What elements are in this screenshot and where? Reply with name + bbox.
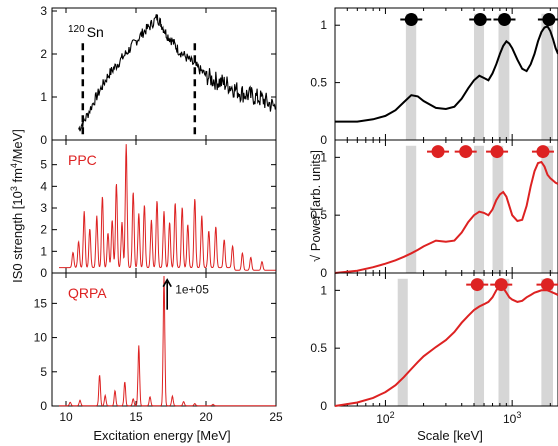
right-y-tick-label: 0.5 — [310, 76, 327, 90]
gray-band — [498, 278, 510, 406]
gray-band — [474, 145, 485, 273]
left-y-tick-label: 10 — [34, 331, 48, 345]
annotation-label: 1e+05 — [175, 283, 209, 297]
right-panel-frame — [334, 272, 558, 407]
right-y-tick-label: 0.5 — [310, 341, 327, 355]
right-x-tick-label: 102 — [376, 410, 394, 426]
left-y-tick-label: 2 — [40, 223, 47, 237]
left-y-tick-label: 5 — [40, 365, 47, 379]
left-y-tick-label: 15 — [34, 296, 48, 310]
left-y-tick-label: 4 — [40, 179, 47, 193]
left-y-tick-label: 0 — [40, 133, 47, 147]
right-y-tick-label: 0 — [320, 133, 327, 147]
right-y-axis-label: √ Power [arb. units] — [308, 150, 323, 262]
ppc-strength-line — [59, 144, 276, 271]
scale-dot — [470, 278, 484, 292]
right-x-axis-label: Scale [keV] — [417, 428, 483, 443]
scale-dot — [459, 145, 473, 159]
right-y-tick-label: 1 — [320, 150, 327, 164]
left-chart-column: 0 1 2 3 0 1 2 3 4 5 0 5 10 15 1e+05 10 15 20 25 — [34, 4, 283, 424]
left-x-tick-label: 10 — [59, 410, 73, 424]
gray-band — [498, 13, 510, 141]
right-chart-column: 0 0.5 1 0 0.5 1 0 0.5 1 102 103 — [310, 7, 558, 426]
panel-label-qrpa: QRPA — [68, 285, 107, 301]
left-x-tick-label: 20 — [199, 410, 213, 424]
sn-data-line — [78, 14, 276, 132]
panel-label-sn: 120 Sn — [68, 24, 104, 41]
right-y-tick-label: 0 — [320, 266, 327, 280]
left-y-tick-label: 1 — [40, 244, 47, 258]
right-y-tick-label: 0.5 — [310, 208, 327, 222]
scale-dot — [536, 145, 550, 159]
scale-dot — [431, 145, 445, 159]
qrpa-strength-line — [59, 275, 276, 407]
power-curve — [334, 284, 558, 407]
gray-band — [541, 13, 553, 141]
panel-label-ppc: PPC — [68, 152, 97, 168]
scale-dot — [473, 12, 487, 26]
scale-dot — [542, 12, 556, 26]
left-y-tick-label: 5 — [40, 158, 47, 172]
right-y-tick-label: 0 — [320, 399, 327, 413]
right-y-tick-label: 1 — [320, 18, 327, 32]
left-y-tick-label: 0 — [40, 399, 47, 413]
scale-dot — [540, 278, 554, 292]
left-y-axis-label: IS0 strength [103 fm4/MeV] — [9, 129, 25, 283]
left-y-tick-label: 3 — [40, 4, 47, 18]
gray-band — [397, 278, 408, 406]
right-panel-frame — [334, 139, 558, 274]
gray-band — [541, 145, 553, 273]
left-x-tick-label: 25 — [269, 410, 283, 424]
gray-band — [492, 145, 504, 273]
gray-band — [541, 278, 553, 406]
left-y-tick-label: 3 — [40, 201, 47, 215]
right-x-tick-label: 103 — [503, 410, 521, 426]
power-curve — [335, 25, 558, 123]
left-panel-frame — [51, 272, 277, 407]
scale-dot — [497, 12, 511, 26]
scale-dot — [490, 145, 504, 159]
left-x-tick-label: 15 — [129, 410, 143, 424]
scale-dot — [494, 278, 508, 292]
left-y-tick-label: 1 — [40, 90, 47, 104]
annotation-arrow-head — [162, 278, 172, 288]
gray-band — [474, 278, 485, 406]
gray-band — [405, 145, 417, 273]
right-y-tick-label: 1 — [320, 283, 327, 297]
left-x-axis-label: Excitation energy [MeV] — [93, 428, 230, 443]
power-curve — [334, 160, 558, 274]
left-y-tick-label: 2 — [40, 47, 47, 61]
scale-dot — [404, 12, 418, 26]
gray-band — [405, 13, 417, 141]
left-y-tick-label: 0 — [40, 266, 47, 280]
